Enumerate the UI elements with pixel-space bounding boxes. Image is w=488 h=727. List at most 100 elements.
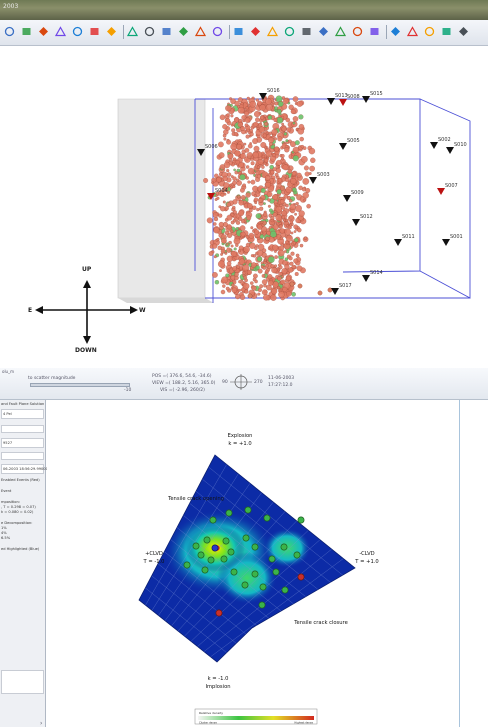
field-box[interactable] <box>1 425 44 433</box>
move-icon[interactable] <box>318 26 329 37</box>
station-marker[interactable] <box>394 239 402 246</box>
station-marker[interactable] <box>362 96 370 103</box>
event-marker[interactable] <box>268 555 276 563</box>
event-marker[interactable] <box>251 543 259 551</box>
event-marker[interactable] <box>258 601 266 609</box>
arrows-icon[interactable] <box>352 26 363 37</box>
event-marker[interactable] <box>225 509 233 517</box>
station-marker[interactable] <box>197 149 205 156</box>
field-box[interactable] <box>1 452 44 460</box>
label-implosion: Implosion <box>205 684 230 690</box>
funnel-icon[interactable] <box>458 26 469 37</box>
event-marker[interactable] <box>183 561 191 569</box>
eraser-icon[interactable] <box>250 26 261 37</box>
field-box[interactable]: 9527 <box>1 438 44 448</box>
station-marker[interactable] <box>259 93 267 100</box>
event-marker[interactable] <box>281 586 289 594</box>
field-value: 06-2003 18:56:29.99000 <box>3 467 47 471</box>
undo-icon[interactable] <box>4 26 15 37</box>
station-marker[interactable] <box>442 239 450 246</box>
date-readout: 11-06-2003 <box>268 376 295 381</box>
event-marker[interactable] <box>192 542 200 550</box>
station-label: S012 <box>360 214 373 220</box>
event-marker[interactable] <box>251 570 259 578</box>
colorbar: Relative density Cluster dense Highest d… <box>194 708 318 725</box>
event-marker[interactable] <box>297 516 305 524</box>
image-icon[interactable] <box>212 26 223 37</box>
event-marker[interactable] <box>272 568 280 576</box>
source-type-diagram[interactable]: Explosion k = +1.0 Tensile crack opening… <box>47 400 460 727</box>
event-marker[interactable] <box>241 581 249 589</box>
event-marker[interactable] <box>293 551 301 559</box>
station-marker[interactable] <box>309 177 317 184</box>
chart-icon[interactable] <box>369 26 380 37</box>
filter-icon[interactable] <box>144 26 155 37</box>
event-marker[interactable] <box>197 551 205 559</box>
zoom-icon[interactable] <box>335 26 346 37</box>
station-marker[interactable] <box>207 193 215 200</box>
magnitude-slider[interactable] <box>30 383 130 387</box>
station-marker[interactable] <box>339 99 347 106</box>
station-icon[interactable] <box>407 26 418 37</box>
view-icon[interactable] <box>72 26 83 37</box>
target-icon[interactable] <box>106 26 117 37</box>
note-text: , T = 0.298 = 0.07) <box>1 505 36 509</box>
event-marker[interactable] <box>207 556 215 564</box>
station-marker[interactable] <box>343 195 351 202</box>
view-icon[interactable] <box>55 26 66 37</box>
slider-label: to scatter magnitude <box>28 376 76 381</box>
title-bar: 2003 <box>0 0 488 20</box>
note-text: 1% <box>1 526 7 530</box>
field-box[interactable]: 06-2003 18:56:29.99000 <box>1 464 47 474</box>
grid-icon[interactable] <box>178 26 189 37</box>
list-icon[interactable] <box>127 26 138 37</box>
station-label: S005 <box>347 138 360 144</box>
palette-icon[interactable] <box>195 26 206 37</box>
station-marker[interactable] <box>352 219 360 226</box>
event-marker[interactable] <box>230 568 238 576</box>
event-marker[interactable] <box>215 609 223 617</box>
event-marker[interactable] <box>263 514 271 522</box>
pen-icon[interactable] <box>233 26 244 37</box>
label-tensile-opening: Tensile crack opening <box>167 496 224 502</box>
compass-dial-icon[interactable] <box>230 374 252 390</box>
cross-icon[interactable] <box>390 26 401 37</box>
scene-3d-canvas[interactable]: S016 S013 S008 S015 S005 S006 S003 S004 S009 S002… <box>0 46 488 368</box>
event-marker[interactable] <box>211 544 219 552</box>
station-marker[interactable] <box>339 143 347 150</box>
layers-icon[interactable] <box>284 26 295 37</box>
arrow-icon[interactable] <box>301 26 312 37</box>
color-bars-icon[interactable] <box>161 26 172 37</box>
box-outline <box>194 98 471 303</box>
rotate-icon[interactable] <box>21 26 32 37</box>
scene-3d-view[interactable]: S016 S013 S008 S015 S005 S006 S003 S004 S009 S002… <box>0 46 488 368</box>
station-marker[interactable] <box>446 147 454 154</box>
view-icon[interactable] <box>89 26 100 37</box>
field-box[interactable] <box>1 670 44 694</box>
event-marker[interactable] <box>201 566 209 574</box>
station-marker[interactable] <box>437 188 445 195</box>
station-label: S001 <box>450 234 463 240</box>
antenna-icon[interactable] <box>424 26 435 37</box>
event-marker[interactable] <box>227 548 235 556</box>
event-marker[interactable] <box>209 516 217 524</box>
event-marker[interactable] <box>222 537 230 545</box>
event-marker[interactable] <box>297 573 305 581</box>
event-marker[interactable] <box>259 583 267 591</box>
moment-tensor-plot[interactable]: Explosion k = +1.0 Tensile crack opening… <box>47 400 460 727</box>
box-icon[interactable] <box>267 26 278 37</box>
station-marker[interactable] <box>331 288 339 295</box>
event-marker[interactable] <box>220 555 228 563</box>
event-marker[interactable] <box>280 543 288 551</box>
field-box[interactable]: 4 Pel <box>1 409 44 419</box>
station-marker[interactable] <box>430 142 438 149</box>
histogram-icon[interactable] <box>441 26 452 37</box>
event-marker[interactable] <box>242 534 250 542</box>
label-explosion: Explosion <box>228 433 253 439</box>
station-marker[interactable] <box>327 98 335 105</box>
scroll-arrow-icon[interactable]: › <box>40 720 43 727</box>
rotate-icon[interactable] <box>38 26 49 37</box>
station-marker[interactable] <box>362 275 370 282</box>
event-marker[interactable] <box>244 506 252 514</box>
event-marker[interactable] <box>203 536 211 544</box>
